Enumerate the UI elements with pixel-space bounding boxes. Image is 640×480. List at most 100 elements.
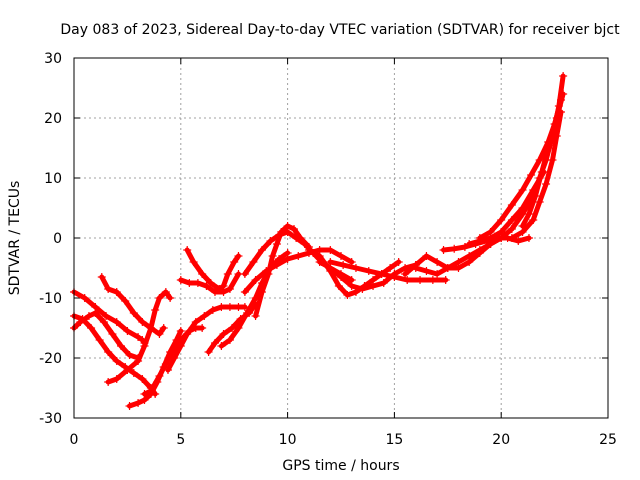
data-point xyxy=(364,267,373,275)
series-25 xyxy=(518,96,566,230)
data-point xyxy=(155,294,164,302)
data-point xyxy=(433,258,442,266)
data-point xyxy=(529,216,538,224)
data-point xyxy=(347,282,356,290)
data-point xyxy=(422,267,431,275)
data-point xyxy=(191,318,200,326)
data-point xyxy=(290,225,299,233)
data-point xyxy=(146,324,155,332)
data-point xyxy=(294,252,303,260)
data-point xyxy=(219,282,228,290)
data-point xyxy=(121,297,130,305)
data-point xyxy=(112,375,121,383)
x-tick-label: 10 xyxy=(279,432,297,448)
data-point xyxy=(140,390,149,398)
chart-title: Day 083 of 2023, Sidereal Day-to-day VTE… xyxy=(60,22,620,38)
series-7 xyxy=(163,303,249,374)
y-tick-label: 30 xyxy=(44,51,62,67)
data-point xyxy=(217,303,226,311)
data-point xyxy=(183,330,192,338)
data-point xyxy=(369,282,378,290)
data-point xyxy=(84,312,93,320)
data-point xyxy=(379,279,388,287)
data-point xyxy=(544,144,553,152)
y-tick-label: -30 xyxy=(39,411,62,427)
data-point xyxy=(210,339,219,347)
data-point xyxy=(326,246,335,254)
y-tick-label: -10 xyxy=(39,291,62,307)
data-point xyxy=(204,348,213,356)
data-point xyxy=(497,216,506,224)
series-14 xyxy=(240,246,356,296)
data-point xyxy=(230,258,239,266)
data-point xyxy=(243,309,252,317)
data-point xyxy=(138,375,147,383)
data-point xyxy=(337,273,345,281)
series-3 xyxy=(97,273,168,338)
y-tick-label: 10 xyxy=(44,171,62,187)
y-axis-label: SDTVAR / TECUs xyxy=(7,181,23,296)
data-point xyxy=(112,318,121,326)
data-point xyxy=(268,252,277,260)
data-point xyxy=(104,285,113,293)
data-point xyxy=(390,273,399,281)
series-trace xyxy=(327,259,449,283)
series-trace xyxy=(105,289,173,385)
data-point xyxy=(198,270,207,278)
data-point xyxy=(225,285,234,293)
data-point xyxy=(183,246,192,254)
data-point xyxy=(531,192,540,200)
data-point xyxy=(428,276,437,284)
data-point xyxy=(234,252,243,260)
data-point xyxy=(518,186,527,194)
data-point xyxy=(465,240,474,248)
data-point xyxy=(91,303,100,311)
data-point xyxy=(262,267,271,275)
data-point xyxy=(272,240,281,248)
data-point xyxy=(97,273,106,281)
data-point xyxy=(185,279,194,287)
data-point xyxy=(140,342,149,350)
data-point xyxy=(80,294,89,302)
x-axis-label: GPS time / hours xyxy=(282,458,399,474)
data-point xyxy=(104,378,113,386)
data-point xyxy=(557,96,566,104)
data-point xyxy=(460,243,469,251)
x-tick-label: 15 xyxy=(385,432,403,448)
y-tick-labels: -30 -20 -10 0 10 20 30 xyxy=(39,51,62,427)
data-point xyxy=(251,276,260,284)
data-point xyxy=(219,330,228,338)
data-point xyxy=(257,246,266,254)
data-point xyxy=(339,261,348,269)
x-tick-labels: 0 5 10 15 20 25 xyxy=(70,432,617,448)
data-point xyxy=(134,399,143,407)
series-8 xyxy=(176,270,243,296)
data-point xyxy=(422,252,431,260)
data-point xyxy=(104,348,113,356)
data-point xyxy=(537,168,546,176)
data-point xyxy=(550,120,559,128)
data-point xyxy=(441,276,450,284)
data-point xyxy=(170,354,179,362)
data-point xyxy=(129,309,138,317)
data-point xyxy=(507,225,516,233)
y-tick-label: -20 xyxy=(39,351,62,367)
data-point xyxy=(377,270,386,278)
data-point xyxy=(112,357,121,365)
data-point xyxy=(475,234,484,242)
data-point xyxy=(443,264,452,272)
data-point xyxy=(161,288,170,296)
data-point xyxy=(240,270,249,278)
data-point xyxy=(87,324,96,332)
data-point xyxy=(134,357,143,365)
data-point xyxy=(215,285,224,293)
data-point xyxy=(507,201,516,209)
data-point xyxy=(300,240,309,248)
data-point xyxy=(275,231,284,239)
data-series xyxy=(70,72,568,410)
data-point xyxy=(465,252,474,260)
series-18 xyxy=(401,240,495,278)
data-point xyxy=(514,237,523,245)
data-point xyxy=(234,324,243,332)
data-point xyxy=(159,324,168,332)
